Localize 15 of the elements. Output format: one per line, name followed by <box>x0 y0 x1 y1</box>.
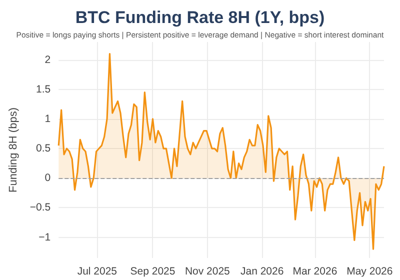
x-tick-label: Sep 2025 <box>130 266 176 278</box>
y-tick-label: −1 <box>38 231 51 244</box>
y-axis-title: Funding 8H (bps) <box>8 108 20 192</box>
y-tick-label: 0 <box>44 172 51 184</box>
x-tick-label: Jan 2026 <box>240 266 284 278</box>
x-tick-label: Nov 2025 <box>184 266 230 278</box>
y-tick-label: 2 <box>44 54 51 66</box>
chart-title: BTC Funding Rate 8H (1Y, bps) <box>75 8 325 27</box>
x-tick-label: Mar 2026 <box>292 266 338 278</box>
y-tick-label: 1 <box>44 112 51 125</box>
y-tick-label: 1.5 <box>36 83 51 96</box>
x-tick-label: May 2026 <box>346 266 393 278</box>
x-tick-label: Jul 2025 <box>77 266 118 278</box>
y-tick-label: 0.5 <box>36 142 51 155</box>
y-tick-label: −0.5 <box>30 202 51 214</box>
